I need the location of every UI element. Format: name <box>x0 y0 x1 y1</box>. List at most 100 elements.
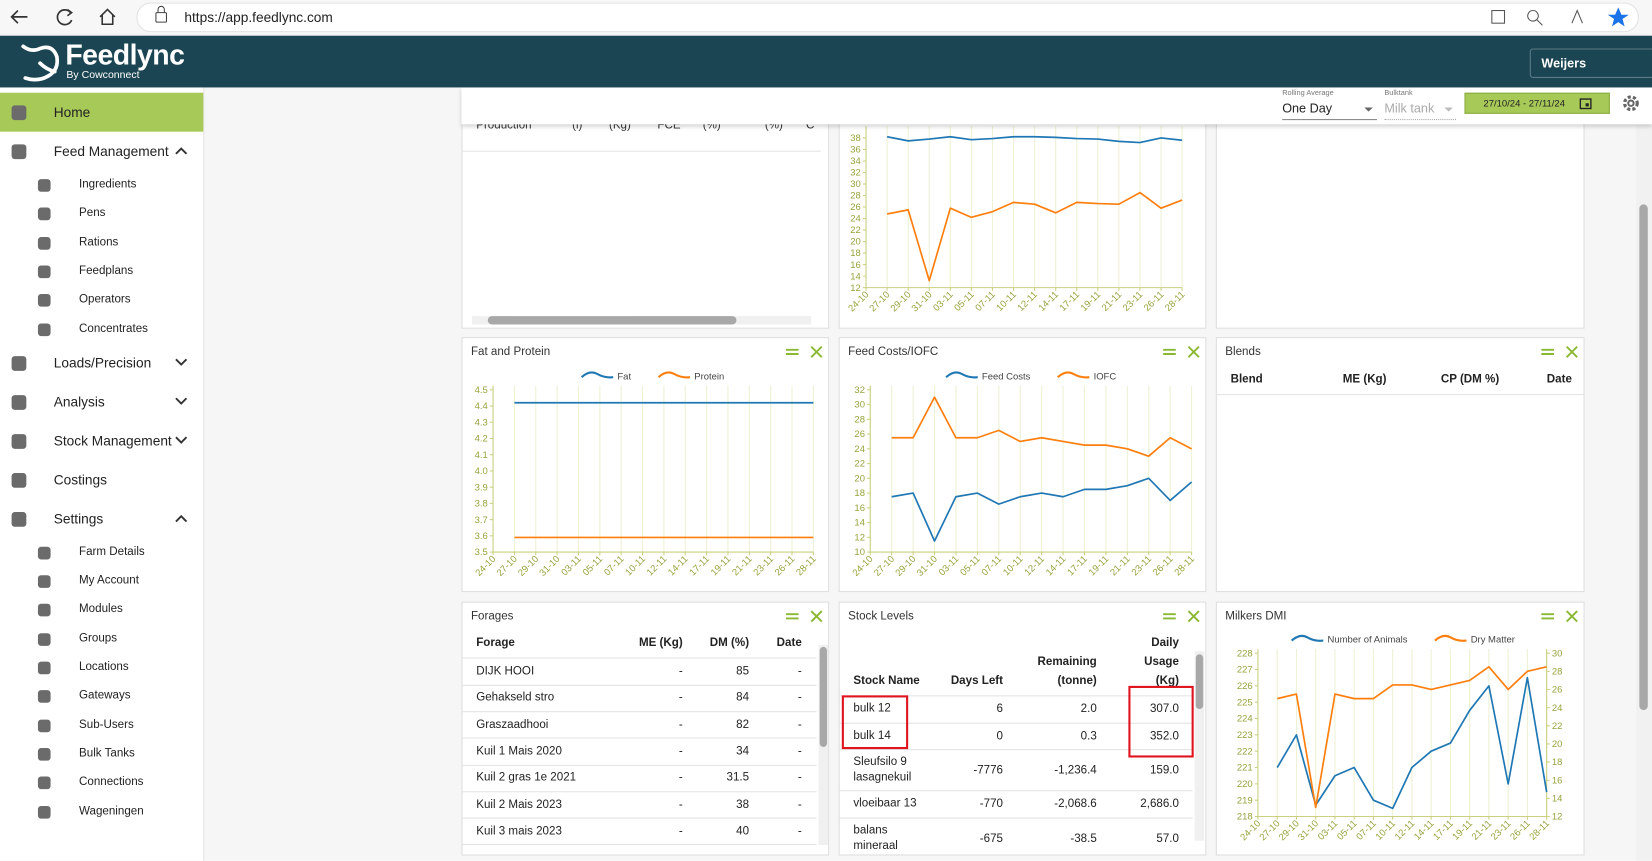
table-header: Daily Usage (Kg) <box>1144 636 1179 687</box>
row-divider <box>839 722 1193 724</box>
table-cell: Kuil 3 mais 2023 <box>476 824 562 838</box>
nav-sublabel: Sub-Users <box>79 718 134 731</box>
panel-actions[interactable] <box>780 609 833 626</box>
table-cell: bulk 14 <box>853 729 891 742</box>
nav-icon <box>37 690 51 704</box>
table-cell: - <box>797 824 802 838</box>
table-cell: - <box>678 824 683 838</box>
table-cell: DIJK HOOI <box>476 664 535 678</box>
panel-title: Fat and Protein <box>470 345 551 359</box>
nav-sublabel: Rations <box>79 235 119 249</box>
panel-title: Feed Costs/IOFC <box>848 345 939 359</box>
table-cell: 38 <box>736 798 750 811</box>
table-cell: Sleufsilo 9 lasagnekuil <box>853 754 912 784</box>
rolling-label: Rolling Average <box>1282 89 1334 97</box>
nav-icon <box>37 265 51 279</box>
table-header: Remaining (tonne) <box>1037 655 1097 687</box>
divider <box>462 150 821 152</box>
chevron[interactable] <box>175 514 188 522</box>
blends-panel: Blends <box>1215 337 1588 593</box>
h-scrollbar[interactable] <box>471 316 812 325</box>
nav-icon <box>11 394 27 410</box>
url[interactable]: https://app.feedlync.com <box>184 9 333 26</box>
panel-title: Blends <box>1225 345 1261 359</box>
table-cell: -7776 <box>973 763 1003 776</box>
v-scrollbar[interactable] <box>818 644 829 845</box>
table-cell: 85 <box>736 664 750 678</box>
farm-selector[interactable]: Weijers <box>1529 48 1652 78</box>
icon-shape <box>37 747 51 761</box>
nav-label: Home <box>53 104 91 121</box>
table-cell: - <box>797 744 802 758</box>
nav-label: Stock Management <box>53 432 172 449</box>
v-scrollbar[interactable] <box>1194 651 1205 841</box>
table-cell: 307.0 <box>1149 702 1179 716</box>
nav-sublabel: Gateways <box>79 689 131 702</box>
table-cell: 159.0 <box>1149 763 1179 776</box>
nav-icon <box>37 236 51 250</box>
nav-icon <box>11 433 27 449</box>
bulktank-select[interactable]: Milk tank <box>1384 101 1457 121</box>
scroll-thumb[interactable] <box>1195 654 1204 710</box>
scroll-thumb[interactable] <box>1639 204 1648 711</box>
toolbar: Rolling Average One Day Bulktank Milk ta… <box>461 87 1652 125</box>
panel-actions[interactable] <box>1535 609 1588 626</box>
icon-shape <box>11 433 27 449</box>
nav-icon <box>37 575 51 588</box>
nav-item[interactable] <box>0 92 204 132</box>
chevron[interactable] <box>175 146 188 155</box>
panel-actions[interactable] <box>1157 345 1210 362</box>
table-cell: - <box>678 718 683 731</box>
table-cell: - <box>797 664 802 678</box>
nav-sublabel: Locations <box>79 660 129 674</box>
table-cell: Kuil 2 Mais 2023 <box>476 798 562 811</box>
nav-sublabel: Modules <box>79 603 123 616</box>
table-cell: 82 <box>736 718 750 731</box>
icon-shape <box>37 632 51 646</box>
panel-actions[interactable] <box>1535 345 1588 362</box>
production-panel <box>461 105 830 329</box>
table-cell: 31.5 <box>726 771 750 785</box>
table-cell: 0.3 <box>1080 729 1097 743</box>
page-scrollbar[interactable] <box>1636 124 1652 861</box>
icon-shape <box>37 805 51 819</box>
nav-icon <box>11 472 27 488</box>
panel-actions[interactable] <box>1157 609 1210 626</box>
chevron-path <box>175 397 188 405</box>
settings-gear[interactable] <box>1621 94 1640 113</box>
nav-label: Feed Management <box>53 143 169 160</box>
panel-title: Milkers DMI <box>1225 610 1287 623</box>
table-cell: Gehakseld stro <box>476 691 555 705</box>
menu-icon <box>785 613 799 620</box>
row-divider <box>462 684 817 686</box>
nav-icon <box>37 776 51 790</box>
nav-icon <box>11 355 27 371</box>
table-cell: -2,068.6 <box>1054 797 1097 811</box>
nav-label: Loads/Precision <box>53 354 152 371</box>
icon-shape <box>37 265 51 279</box>
row-divider <box>839 817 1193 819</box>
rolling-select[interactable]: One Day <box>1282 101 1378 121</box>
date-range-button[interactable]: 27/10/24 - 27/11/24 <box>1464 92 1610 114</box>
scroll-thumb[interactable] <box>819 646 828 747</box>
table-cell: Date <box>1546 372 1572 386</box>
browser-bar: https://app.feedlync.com <box>0 0 1652 36</box>
nav-icon <box>37 546 51 560</box>
nav-sublabel: Ingredients <box>79 178 137 191</box>
table-cell: bulk 12 <box>853 702 891 715</box>
table-cell: 352.0 <box>1149 729 1179 743</box>
scroll-thumb[interactable] <box>487 316 737 325</box>
chevron[interactable] <box>175 358 188 366</box>
chevron[interactable] <box>175 436 188 444</box>
table-header: (l) <box>572 119 583 132</box>
table-cell: Date <box>776 636 802 649</box>
panel-actions[interactable] <box>780 345 833 362</box>
nav-sublabel: Pens <box>79 206 106 220</box>
row-divider <box>1216 394 1584 396</box>
chevron[interactable] <box>175 397 188 405</box>
nav-icon <box>11 105 27 121</box>
table-cell: 84 <box>736 691 750 705</box>
nav-icon <box>37 747 51 761</box>
logo-icon <box>21 44 60 82</box>
row-divider <box>462 737 817 739</box>
